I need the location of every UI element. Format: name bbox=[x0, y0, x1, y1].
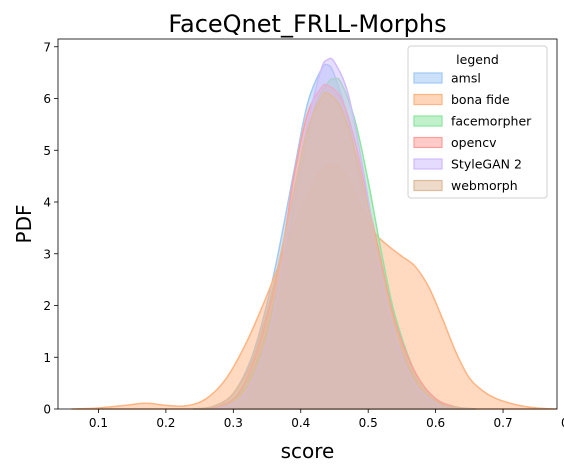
chart-title: FaceQnet_FRLL-Morphs bbox=[168, 10, 446, 38]
y-tick-label: 6 bbox=[43, 92, 51, 106]
y-tick-label: 7 bbox=[43, 40, 51, 54]
x-tick-label: 0.4 bbox=[291, 416, 310, 430]
y-axis: 0 1 2 3 4 5 6 7 bbox=[43, 40, 58, 417]
x-tick-label: 0.6 bbox=[426, 416, 445, 430]
y-tick-label: 0 bbox=[43, 403, 51, 417]
legend-box bbox=[407, 45, 548, 199]
legend: legend amsl bona fide facemorpher opencv Sty… bbox=[407, 45, 548, 199]
legend-swatch bbox=[413, 115, 443, 127]
x-tick-label: 0.2 bbox=[156, 416, 175, 430]
y-tick-label: 2 bbox=[43, 299, 51, 313]
y-tick-label: 3 bbox=[43, 247, 51, 261]
y-tick-label: 1 bbox=[43, 351, 51, 365]
legend-label: bona fide bbox=[451, 92, 510, 107]
legend-swatch bbox=[413, 179, 443, 192]
legend-label: webmorph bbox=[451, 178, 518, 193]
density-areas bbox=[71, 57, 558, 410]
x-axis: 0.1 0.2 0.3 0.4 0.5 0.6 0.7 0.8 bbox=[89, 409, 564, 430]
x-tick-label: 0.5 bbox=[359, 416, 378, 430]
legend-swatch bbox=[413, 158, 443, 170]
plot-frame bbox=[57, 38, 558, 410]
y-tick-label: 4 bbox=[43, 196, 51, 210]
y-axis-label: PDF bbox=[12, 205, 36, 244]
x-axis-label: score bbox=[281, 439, 335, 463]
x-tick-label: 0.3 bbox=[224, 416, 243, 430]
legend-label: opencv bbox=[451, 135, 497, 150]
x-tick-label: 0.8 bbox=[561, 416, 564, 430]
legend-label: StyleGAN 2 bbox=[451, 157, 522, 172]
x-tick-label: 0.7 bbox=[494, 416, 513, 430]
y-tick-label: 5 bbox=[43, 144, 51, 158]
legend-label: facemorpher bbox=[451, 114, 532, 129]
legend-swatch bbox=[413, 93, 443, 106]
legend-swatch bbox=[413, 72, 443, 84]
legend-title: legend bbox=[456, 52, 499, 67]
x-tick-label: 0.1 bbox=[89, 416, 108, 430]
legend-swatch bbox=[413, 136, 443, 149]
legend-label: amsl bbox=[451, 71, 481, 86]
density-area-webmorph bbox=[192, 91, 477, 410]
